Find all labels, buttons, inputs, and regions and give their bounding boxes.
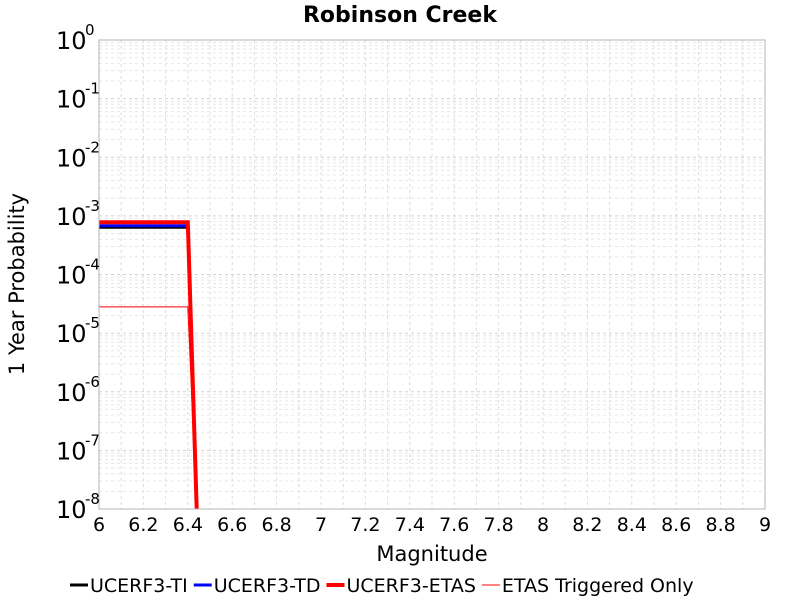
- legend-item: UCERF3-TD: [193, 575, 321, 597]
- series-line: [99, 220, 199, 510]
- y-tick-base: 10: [56, 144, 87, 172]
- x-tick-label: 8.8: [705, 514, 735, 536]
- x-tick-label: 7.2: [350, 514, 380, 536]
- y-tick-base: 10: [56, 203, 87, 231]
- plot-frame: [98, 39, 766, 510]
- legend-item: UCERF3-ETAS: [326, 575, 476, 597]
- x-tick-label: 8.6: [661, 514, 691, 536]
- x-tick-label: 8.4: [617, 514, 647, 536]
- x-axis-label: Magnitude: [376, 542, 487, 566]
- y-tick-exponent: 0: [85, 21, 95, 39]
- x-tick-label: 7: [315, 514, 327, 536]
- y-tick-label: 10-6: [56, 373, 100, 407]
- legend-item: UCERF3-TI: [70, 575, 188, 597]
- x-tick-label: 6: [93, 514, 105, 536]
- x-tick-label: 6.6: [217, 514, 247, 536]
- y-tick-base: 10: [56, 437, 87, 465]
- chart-title: Robinson Creek: [303, 3, 498, 28]
- y-tick-exponent: -5: [85, 314, 100, 332]
- y-tick-label: 100: [56, 21, 95, 55]
- legend-label: ETAS Triggered Only: [502, 575, 694, 597]
- y-axis-label: 1 Year Probability: [5, 193, 29, 375]
- y-tick-exponent: -7: [85, 431, 100, 449]
- x-tick-label: 6.2: [128, 514, 158, 536]
- y-tick-base: 10: [56, 27, 87, 55]
- legend-label: UCERF3-TI: [90, 575, 188, 597]
- legend-label: UCERF3-ETAS: [346, 575, 475, 597]
- legend: UCERF3-TI UCERF3-TD UCERF3-ETAS ETAS Trigge…: [70, 575, 694, 597]
- series-layer: [99, 220, 199, 510]
- legend-label: UCERF3-TD: [214, 575, 321, 597]
- y-tick-exponent: -6: [85, 373, 100, 391]
- y-tick-exponent: -2: [85, 138, 100, 156]
- y-tick-base: 10: [56, 262, 87, 290]
- y-tick-label: 10-7: [56, 431, 100, 465]
- grid: [98, 40, 766, 510]
- y-tick-label: 10-8: [56, 490, 100, 524]
- y-tick-base: 10: [56, 86, 87, 114]
- x-axis-ticks: 6 6.2 6.4 6.6 6.8 7 7.2 7.4 7.6 7.8 8 8.2 8.4 8.6 8.8 9: [93, 514, 771, 536]
- y-tick-label: 10-4: [56, 256, 100, 290]
- x-tick-label: 8.2: [572, 514, 602, 536]
- y-tick-label: 10-1: [56, 80, 100, 114]
- y-tick-label: 10-2: [56, 138, 100, 172]
- x-tick-label: 8: [537, 514, 549, 536]
- y-tick-label: 10-5: [56, 314, 100, 348]
- x-tick-label: 9: [759, 514, 771, 536]
- y-tick-exponent: -8: [85, 490, 100, 508]
- y-tick-exponent: -1: [85, 80, 100, 98]
- y-tick-base: 10: [56, 496, 87, 524]
- x-tick-label: 6.8: [261, 514, 291, 536]
- y-tick-exponent: -3: [85, 197, 100, 215]
- x-tick-label: 7.8: [483, 514, 513, 536]
- x-tick-label: 7.4: [395, 514, 425, 536]
- x-tick-label: 7.6: [439, 514, 469, 536]
- y-tick-exponent: -4: [85, 256, 100, 274]
- y-tick-base: 10: [56, 379, 87, 407]
- y-tick-label: 10-3: [56, 197, 100, 231]
- y-tick-base: 10: [56, 320, 87, 348]
- legend-item: ETAS Triggered Only: [481, 575, 694, 597]
- x-tick-label: 6.4: [173, 514, 203, 536]
